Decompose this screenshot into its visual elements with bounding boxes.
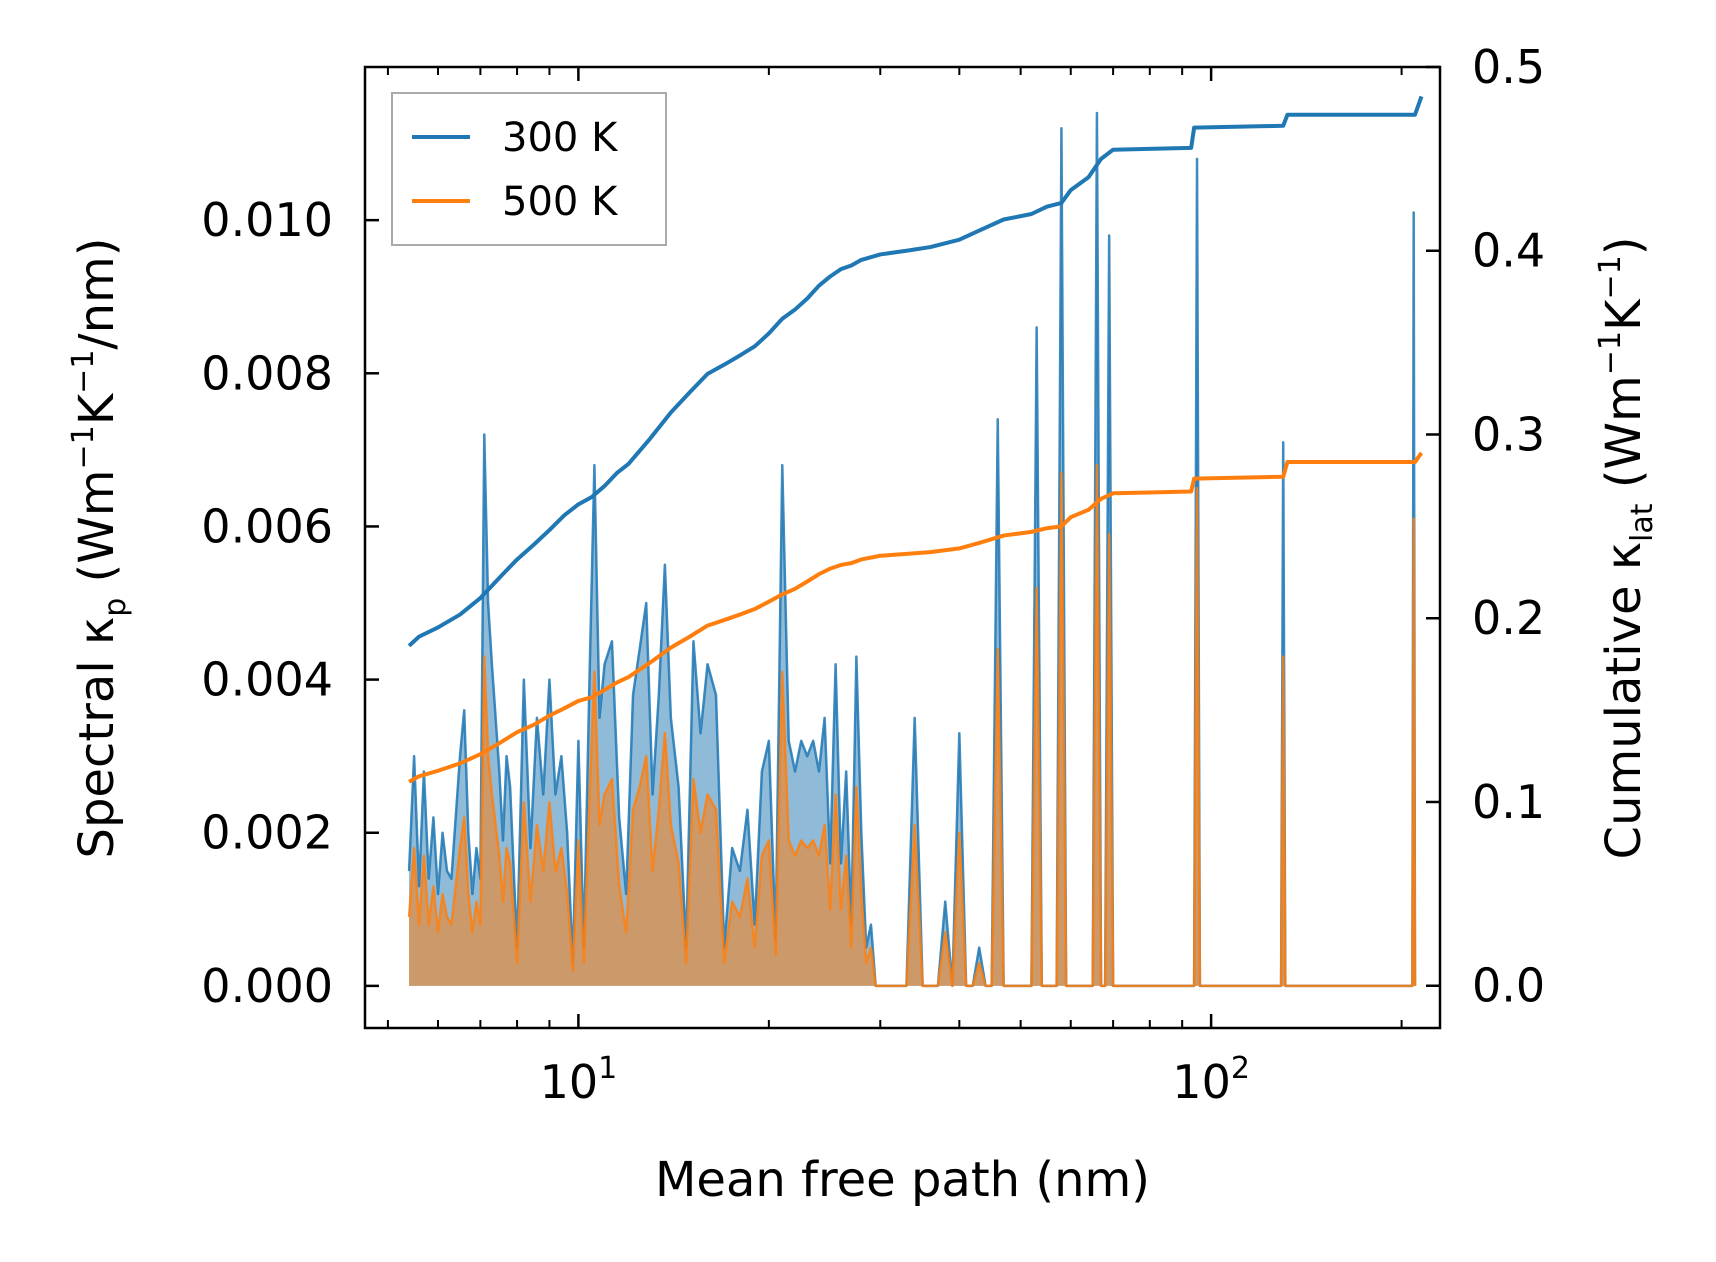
legend-label-300k: 300 K — [502, 115, 619, 161]
y-left-axis-title: Spectral κp (Wm−1K−1/nm) — [66, 238, 133, 859]
y-left-tick-label: 0.006 — [201, 499, 333, 553]
y-left-tick-label: 0.002 — [201, 806, 333, 860]
y-right-tick-label: 0.5 — [1472, 40, 1545, 94]
plot-inner — [407, 95, 1424, 988]
x-tick-base: 10 — [1172, 1055, 1231, 1109]
x-tick-exp: 2 — [1231, 1051, 1250, 1086]
y-left-axis-title-suffix: /nm) — [69, 238, 125, 350]
legend: 300 K 500 K — [391, 92, 667, 246]
y-right-axis-title-group: Cumulative κlat (Wm−1K−1) — [1593, 237, 1660, 860]
cumulative-line-300k — [407, 95, 1424, 648]
y-left-tick-label: 0.008 — [201, 346, 333, 400]
spectral-line-500k — [407, 463, 1417, 988]
y-left-tick-label: 0.000 — [201, 959, 333, 1013]
y-left-axis-title-sub: p — [98, 598, 133, 617]
x-tick-label: 101 — [540, 1051, 618, 1109]
y-left-axis-title-mid2: K — [69, 392, 125, 425]
x-tick-base: 10 — [540, 1055, 599, 1109]
y-left-tick-label: 0.010 — [201, 193, 333, 247]
y-right-tick-label: 0.4 — [1472, 224, 1545, 278]
cumulative-line-500k — [408, 451, 1424, 784]
x-axis-title: Mean free path (nm) — [655, 1152, 1150, 1208]
y-right-axis-title-sup1: −1 — [1593, 331, 1628, 375]
spectral-fill-300k — [409, 112, 1415, 986]
legend-box — [391, 92, 667, 246]
x-tick-exp: 1 — [598, 1051, 617, 1086]
y-right-axis-title: Cumulative κlat (Wm−1K−1) — [1593, 237, 1660, 860]
y-right-axis-title-suffix: ) — [1596, 237, 1652, 256]
y-right-axis-title-sup2: −1 — [1593, 255, 1628, 299]
y-left-axis-title-group: Spectral κp (Wm−1K−1/nm) — [66, 238, 133, 859]
axes: 101 1020.0000.0020.0040.0060.0080.0100.00… — [66, 40, 1660, 1208]
y-right-tick-label: 0.0 — [1472, 959, 1545, 1013]
y-right-axis-title-sub: lat — [1625, 503, 1660, 542]
y-right-axis-title-mid2: K — [1596, 298, 1652, 331]
y-right-tick-label: 0.2 — [1472, 591, 1545, 645]
y-left-axis-title-sup1: −1 — [66, 425, 101, 469]
y-left-tick-label: 0.004 — [201, 653, 333, 707]
y-right-tick-label: 0.1 — [1472, 775, 1545, 829]
spectral-fill-500k — [409, 465, 1415, 986]
x-tick-label: 102 — [1172, 1051, 1250, 1109]
legend-label-500k: 500 K — [502, 179, 619, 225]
y-left-axis-title-prefix: Spectral κ — [69, 617, 125, 859]
y-left-axis-title-sup2: −1 — [66, 350, 101, 394]
y-right-axis-title-mid: (Wm — [1596, 375, 1652, 503]
y-left-axis-title-mid: (Wm — [69, 470, 125, 598]
plot-area — [407, 95, 1424, 988]
y-right-axis-title-prefix: Cumulative κ — [1596, 542, 1652, 860]
axes-frame — [363, 65, 1442, 1030]
y-right-tick-label: 0.3 — [1472, 407, 1545, 461]
